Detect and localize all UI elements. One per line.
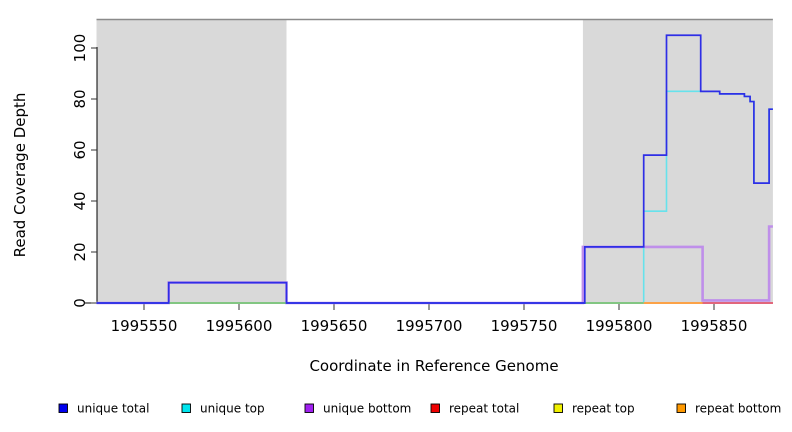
legend-swatch (430, 403, 440, 413)
legend-item-label: unique total (77, 402, 149, 416)
legend-item-label: repeat total (449, 402, 519, 416)
x-tick-label: 1995700 (396, 317, 463, 335)
series-lines (96, 34, 773, 305)
y-tick-label: 20 (71, 242, 89, 261)
legend-item-label: repeat bottom (695, 402, 781, 416)
legend-item: unique top (181, 402, 265, 416)
legend-item-label: repeat top (572, 402, 635, 416)
x-tick-label: 1995650 (301, 317, 368, 335)
series-unique-total (96, 34, 773, 304)
legend-item: repeat bottom (676, 402, 781, 416)
y-tick-label: 80 (71, 89, 89, 108)
x-axis-title: Coordinate in Reference Genome (309, 357, 558, 375)
x-tick-label: 1995600 (206, 317, 273, 335)
shaded-region (96, 20, 287, 304)
legend-swatch (676, 403, 686, 413)
legend-swatch (553, 403, 563, 413)
axes: 0 20 40 60 80 100 1995550 1995600 1995650 1995700… (71, 34, 773, 335)
shaded-region (582, 20, 773, 304)
legend-swatch (58, 403, 68, 413)
legend-item: unique total (58, 402, 149, 416)
shaded-regions (96, 20, 773, 304)
legend-item-label: unique top (200, 402, 265, 416)
legend: unique total unique top unique bottom repea… (58, 402, 781, 416)
x-tick-label: 1995550 (111, 317, 178, 335)
x-tick-label: 1995850 (681, 317, 748, 335)
legend-swatch (181, 403, 191, 413)
legend-swatch (304, 403, 314, 413)
y-axis-title: Read Coverage Depth (11, 93, 29, 258)
legend-item: repeat total (430, 402, 519, 416)
legend-item: unique bottom (304, 402, 411, 416)
legend-item-label: unique bottom (323, 402, 411, 416)
legend-item: repeat top (553, 402, 635, 416)
x-tick-label: 1995750 (491, 317, 558, 335)
y-tick-label: 40 (71, 191, 89, 210)
y-tick-label: 0 (71, 298, 89, 308)
y-tick-label: 60 (71, 140, 89, 159)
y-tick-label: 100 (71, 34, 89, 63)
x-tick-label: 1995800 (586, 317, 653, 335)
